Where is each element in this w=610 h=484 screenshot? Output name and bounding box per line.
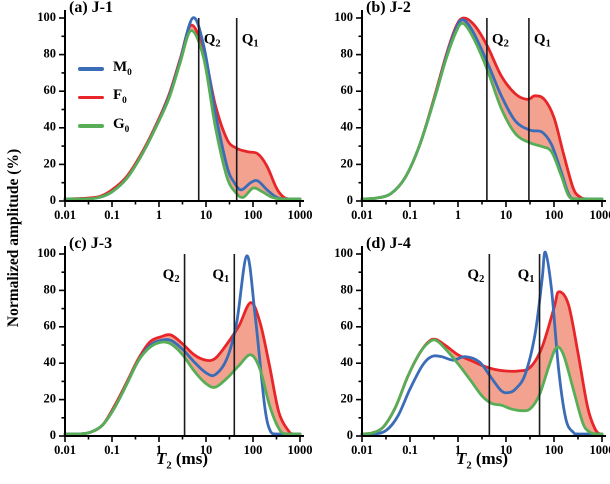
cutoff-label-Q2: Q2 <box>163 267 180 285</box>
axes <box>64 10 304 202</box>
panel-j2: (b) J-2 0.01 0.1 1 10 100 1000 0 20 40 60 80 100 Q2 Q… <box>334 0 610 222</box>
x-tick-label: 100 <box>545 443 564 457</box>
y-tick-label: 20 <box>44 156 57 170</box>
cutoff-label-Q2: Q2 <box>492 31 509 49</box>
plot-b: 0.01 0.1 1 10 100 1000 0 20 40 60 80 100 Q2 Q1 <box>334 10 610 222</box>
y-tick-label: 100 <box>37 10 56 24</box>
y-tick-label: 40 <box>341 120 354 134</box>
x-tick-label: 10 <box>500 443 513 457</box>
panel-j1: (a) J-1 M0 F0 G0 0.01 0.1 1 10 100 1000 0 20 40 6… <box>37 0 312 222</box>
tick-marks <box>59 17 301 207</box>
legend-swatch-f0 <box>78 95 104 100</box>
x-tick-label: 1 <box>455 208 461 222</box>
curve-M0 <box>360 250 604 436</box>
y-tick-label: 40 <box>341 355 354 369</box>
x-tick-label: 1 <box>455 443 461 457</box>
legend-label-g0: G0 <box>113 115 130 135</box>
legend-label-m0: M0 <box>113 59 132 78</box>
x-tick-label: 0.01 <box>54 208 76 222</box>
y-tick-label: 0 <box>347 428 353 442</box>
x-axis-label-left: T2 (ms) <box>155 449 208 472</box>
x-tick-label: 1 <box>156 208 162 222</box>
tick-marks <box>356 253 603 442</box>
axes <box>361 246 606 437</box>
cutoff-label-Q2: Q2 <box>204 31 221 49</box>
legend-item-m0: M0 <box>78 60 132 78</box>
y-tick-label: 80 <box>44 46 57 60</box>
y-tick-label: 80 <box>341 46 354 60</box>
x-tick-label: 1000 <box>288 208 313 222</box>
y-tick-label: 20 <box>341 391 354 405</box>
curve-G0 <box>63 340 302 436</box>
axes <box>361 10 606 202</box>
panel-j3: (c) J-3 0.01 0.1 1 10 100 1000 0 20 40 60 80 100 Q2 Q… <box>37 235 312 457</box>
cutoff-label-Q1: Q1 <box>518 267 535 285</box>
y-tick-label: 40 <box>44 355 57 369</box>
x-tick-label: 100 <box>545 208 564 222</box>
x-axis-label-right: T2 (ms) <box>455 449 508 472</box>
legend-item-f0: F0 <box>78 88 132 106</box>
x-tick-label: 1000 <box>288 443 313 457</box>
y-axis-label: Normalized amplitude (%) <box>5 148 22 328</box>
fill-region-F0-G0 <box>362 17 602 200</box>
legend-swatch-m0 <box>78 67 104 71</box>
x-tick-label: 10 <box>200 443 213 457</box>
tick-marks <box>59 253 301 442</box>
x-tick-label: 10 <box>200 208 213 222</box>
y-tick-label: 60 <box>44 83 57 97</box>
cutoff-label-Q1: Q1 <box>212 267 229 285</box>
x-tick-label: 1 <box>156 443 162 457</box>
x-tick-label: 100 <box>244 443 263 457</box>
x-tick-label: 0.01 <box>351 443 373 457</box>
x-tick-label: 0.1 <box>104 208 120 222</box>
tick-marks <box>356 17 603 207</box>
y-tick-label: 0 <box>347 193 353 207</box>
panel-j1-title: (a) J-1 <box>69 0 113 16</box>
curve-G0 <box>360 338 604 436</box>
y-tick-label: 40 <box>44 120 57 134</box>
y-tick-label: 80 <box>341 282 354 296</box>
y-tick-label: 20 <box>341 156 354 170</box>
fill-region-F0-G0 <box>65 302 300 434</box>
y-tick-label: 100 <box>334 246 353 260</box>
x-tick-label: 1000 <box>590 443 610 457</box>
plot-d: 0.01 0.1 1 10 100 1000 0 20 40 60 80 100 Q2 Q1 <box>334 246 610 457</box>
x-tick-label: 0.1 <box>402 208 418 222</box>
x-tick-label: 0.01 <box>54 443 76 457</box>
panel-j4-title: (d) J-4 <box>366 235 411 252</box>
x-tick-label: 0.1 <box>104 443 120 457</box>
panel-j4: (d) J-4 0.01 0.1 1 10 100 1000 0 20 40 60 80 100 Q2 Q… <box>334 235 610 457</box>
x-tick-label: 0.01 <box>351 208 373 222</box>
y-tick-label: 100 <box>37 246 56 260</box>
fill-region-F0-G0 <box>65 25 300 199</box>
y-tick-label: 0 <box>50 193 56 207</box>
y-tick-label: 20 <box>44 391 57 405</box>
panel-j2-title: (b) J-2 <box>366 0 411 16</box>
cutoff-label-Q2: Q2 <box>467 267 484 285</box>
x-tick-label: 1000 <box>590 208 610 222</box>
y-tick-label: 0 <box>50 428 56 442</box>
x-tick-label: 0.1 <box>402 443 418 457</box>
legend-label-f0: F0 <box>113 87 127 107</box>
curve-G0 <box>360 21 604 201</box>
y-tick-label: 100 <box>334 10 353 24</box>
x-tick-label: 100 <box>244 208 263 222</box>
y-tick-label: 80 <box>44 282 57 296</box>
plot-c: 0.01 0.1 1 10 100 1000 0 20 40 60 80 100 Q2 Q1 <box>37 246 312 457</box>
axes <box>64 246 304 437</box>
y-tick-label: 60 <box>341 83 354 97</box>
legend-swatch-g0 <box>78 123 104 128</box>
cutoff-label-Q1: Q1 <box>242 31 259 49</box>
cutoff-label-Q1: Q1 <box>534 31 551 49</box>
y-tick-label: 60 <box>341 319 354 333</box>
panel-j3-title: (c) J-3 <box>69 235 113 252</box>
plot-a: 0.01 0.1 1 10 100 1000 0 20 40 60 80 100 Q2 Q1 <box>37 10 312 222</box>
x-tick-label: 10 <box>500 208 513 222</box>
legend-item-g0: G0 <box>78 115 132 135</box>
y-tick-label: 60 <box>44 319 57 333</box>
legend: M0 F0 G0 <box>78 60 132 135</box>
